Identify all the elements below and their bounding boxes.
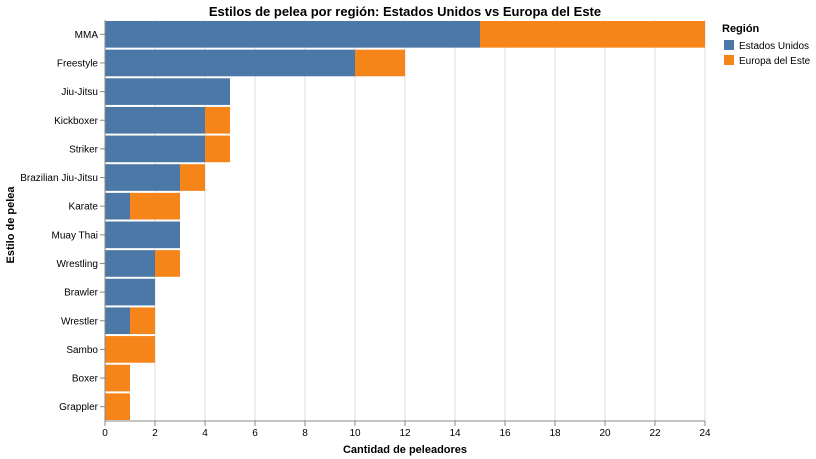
y-tick-label: Boxer xyxy=(72,374,99,385)
chart-title: Estilos de pelea por región: Estados Uni… xyxy=(209,4,601,19)
bar-estados-unidos xyxy=(105,221,180,249)
bar-europa-del-este xyxy=(155,250,180,277)
legend-swatch xyxy=(724,55,734,65)
bar-estados-unidos xyxy=(105,135,205,163)
bars xyxy=(105,21,705,420)
bar-estados-unidos xyxy=(105,49,355,77)
y-tick-label: Sambo xyxy=(66,345,98,356)
x-tick-label: 10 xyxy=(349,428,361,439)
legend-label: Estados Unidos xyxy=(739,41,809,52)
bar-europa-del-este xyxy=(105,364,130,392)
bar-estados-unidos xyxy=(105,78,230,105)
bar-estados-unidos xyxy=(105,278,155,306)
legend-label: Europa del Este xyxy=(739,56,811,67)
y-axis-title: Estilo de pelea xyxy=(5,186,17,264)
x-tick-label: 2 xyxy=(152,428,158,439)
x-tick-label: 24 xyxy=(699,428,711,439)
y-tick-label: Wrestler xyxy=(61,316,99,327)
x-tick-label: 0 xyxy=(102,428,108,439)
legend-swatch xyxy=(724,40,734,50)
legend: Región Estados Unidos Europa del Este xyxy=(722,23,811,67)
x-tick-label: 8 xyxy=(302,428,308,439)
x-tick-label: 14 xyxy=(449,428,461,439)
x-tick-label: 20 xyxy=(599,428,611,439)
y-tick-label: Freestyle xyxy=(57,58,99,69)
y-tick-label: Muay Thai xyxy=(51,230,98,241)
bar-estados-unidos xyxy=(105,192,130,220)
bar-europa-del-este xyxy=(130,192,180,220)
bar-europa-del-este xyxy=(480,21,705,48)
y-tick-label: MMA xyxy=(75,30,99,41)
y-tick-label: Brawler xyxy=(64,288,99,299)
y-tick-label: Kickboxer xyxy=(54,116,99,127)
y-tick-label: Striker xyxy=(69,144,99,155)
bar-europa-del-este xyxy=(105,336,155,363)
bar-estados-unidos xyxy=(105,250,155,277)
x-tick-label: 4 xyxy=(202,428,208,439)
x-axis: 0 2 4 6 8 10 12 14 16 18 20 22 24 xyxy=(102,420,711,439)
x-tick-label: 12 xyxy=(399,428,411,439)
bar-europa-del-este xyxy=(180,164,205,191)
bar-europa-del-este xyxy=(205,106,230,134)
x-tick-label: 6 xyxy=(252,428,258,439)
legend-title: Región xyxy=(722,23,760,35)
x-tick-label: 16 xyxy=(499,428,511,439)
bar-europa-del-este xyxy=(130,307,155,335)
bar-europa-del-este xyxy=(205,135,230,163)
y-axis: MMA Freestyle Jiu-Jitsu Kickboxer Striker Bra… xyxy=(20,20,106,421)
bar-europa-del-este xyxy=(105,393,130,420)
bar-estados-unidos xyxy=(105,21,480,48)
y-tick-label: Karate xyxy=(69,202,99,213)
x-axis-title: Cantidad de peleadores xyxy=(343,444,467,456)
y-tick-label: Wrestling xyxy=(57,259,99,270)
y-tick-label: Grappler xyxy=(59,402,99,413)
y-tick-label: Jiu-Jitsu xyxy=(61,87,98,98)
x-tick-label: 22 xyxy=(649,428,661,439)
y-tick-label: Brazilian Jiu-Jitsu xyxy=(20,173,98,184)
bar-estados-unidos xyxy=(105,106,205,134)
x-tick-label: 18 xyxy=(549,428,561,439)
bar-estados-unidos xyxy=(105,307,130,335)
bar-europa-del-este xyxy=(355,49,405,77)
bar-estados-unidos xyxy=(105,164,180,191)
